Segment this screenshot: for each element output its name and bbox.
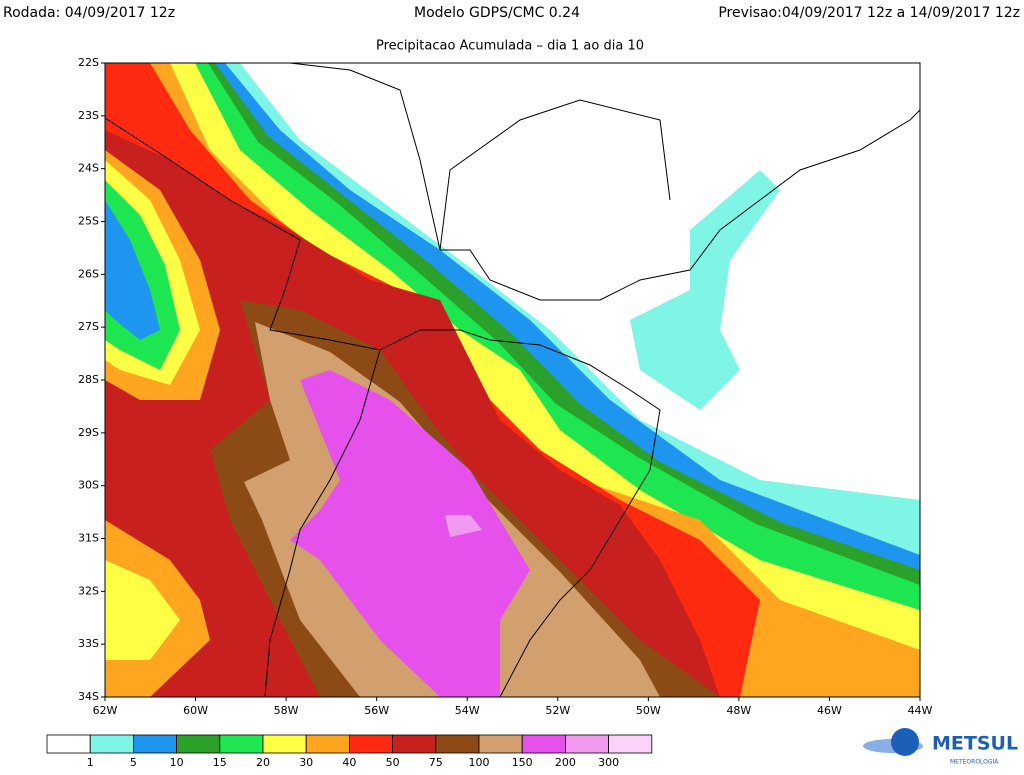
logo-tagline: METEOROLOGIA bbox=[950, 759, 999, 766]
colorbar-swatch bbox=[478, 734, 523, 754]
colorbar-swatch bbox=[521, 734, 566, 754]
lon-label: 56W bbox=[364, 704, 389, 717]
colorbar-label: 1 bbox=[87, 756, 94, 769]
precip-field bbox=[105, 63, 920, 697]
run-label: Rodada: 04/09/2017 12z bbox=[3, 5, 175, 21]
lat-label: 34S bbox=[78, 690, 99, 703]
lon-label: 50W bbox=[636, 704, 661, 717]
colorbar-label: 200 bbox=[555, 756, 576, 769]
lat-label: 29S bbox=[78, 426, 99, 439]
lat-label: 22S bbox=[78, 56, 99, 69]
logo: METSUL METEOROLOGIA bbox=[863, 728, 1018, 766]
colorbar-label: 10 bbox=[170, 756, 184, 769]
colorbar-label: 15 bbox=[213, 756, 227, 769]
lon-label: 44W bbox=[908, 704, 933, 717]
lat-label: 31S bbox=[78, 532, 99, 545]
colorbar-swatch bbox=[435, 734, 480, 754]
colorbar-label: 300 bbox=[598, 756, 619, 769]
colorbar-swatch bbox=[348, 734, 393, 754]
borders bbox=[104, 62, 921, 698]
colorbar-label: 5 bbox=[130, 756, 137, 769]
lat-label: 26S bbox=[78, 267, 99, 280]
lat-label: 23S bbox=[78, 109, 99, 122]
axis-labels: 22S23S24S25S26S27S28S29S30S31S32S33S34S6… bbox=[78, 56, 933, 717]
lon-label: 58W bbox=[274, 704, 299, 717]
lat-label: 25S bbox=[78, 215, 99, 228]
colorbar-swatch bbox=[565, 734, 610, 754]
lat-label: 28S bbox=[78, 373, 99, 386]
lat-label: 30S bbox=[78, 479, 99, 492]
colorbar-swatch bbox=[132, 734, 177, 754]
colorbar-label: 20 bbox=[256, 756, 270, 769]
model-label: Modelo GDPS/CMC 0.24 bbox=[414, 5, 580, 21]
lon-label: 60W bbox=[183, 704, 208, 717]
colorbar-swatch bbox=[262, 734, 307, 754]
lon-label: 54W bbox=[455, 704, 480, 717]
colorbar-swatch bbox=[46, 734, 91, 754]
lon-label: 52W bbox=[545, 704, 570, 717]
lon-label: 46W bbox=[817, 704, 842, 717]
lat-label: 32S bbox=[78, 584, 99, 597]
lon-label: 48W bbox=[726, 704, 751, 717]
lat-label: 27S bbox=[78, 320, 99, 333]
lon-label: 62W bbox=[93, 704, 118, 717]
colorbar-swatch bbox=[305, 734, 350, 754]
colorbar-label: 30 bbox=[299, 756, 313, 769]
colorbar-label: 40 bbox=[342, 756, 356, 769]
forecast-label: Previsao:04/09/2017 12z a 14/09/2017 12z bbox=[718, 5, 1020, 21]
logo-name: METSUL bbox=[932, 733, 1018, 755]
colorbar: 1 5 10 15 20 30 40 50 75 100 150 200 300 bbox=[46, 734, 653, 769]
colorbar-label: 50 bbox=[386, 756, 400, 769]
colorbar-label: 100 bbox=[469, 756, 490, 769]
subtitle: Precipitacao Acumulada – dia 1 ao dia 10 bbox=[376, 39, 644, 54]
colorbar-swatch bbox=[219, 734, 264, 754]
colorbar-swatch bbox=[176, 734, 221, 754]
colorbar-swatch bbox=[392, 734, 437, 754]
lat-label: 24S bbox=[78, 162, 99, 175]
colorbar-label: 150 bbox=[512, 756, 533, 769]
colorbar-swatch bbox=[608, 734, 653, 754]
colorbar-swatch bbox=[89, 734, 134, 754]
colorbar-label: 75 bbox=[429, 756, 443, 769]
lat-label: 33S bbox=[78, 637, 99, 650]
